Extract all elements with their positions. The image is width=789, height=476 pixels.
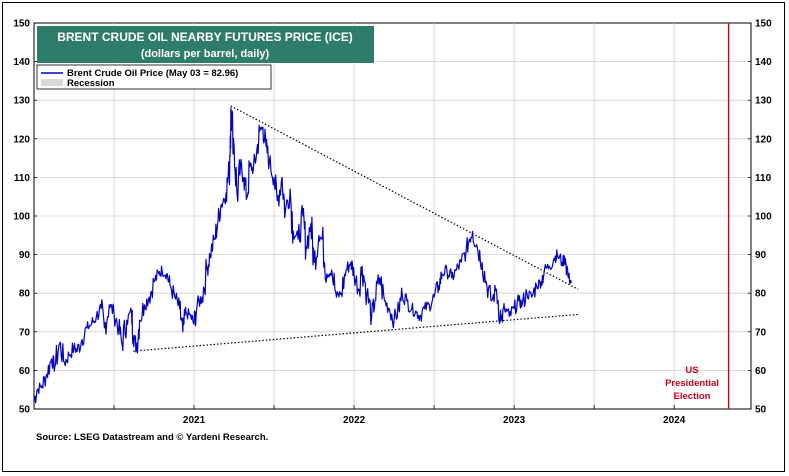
y-tick-left-50: 50: [19, 405, 31, 416]
trendlines: [133, 105, 579, 352]
y-tick-right-110: 110: [755, 173, 772, 184]
x-axis-ticks: 2021 2022 2023 2024: [183, 415, 686, 426]
y-tick-right-50: 50: [755, 405, 767, 416]
y-tick-left-120: 120: [13, 134, 30, 145]
annotation-line-2: Presidential: [665, 378, 719, 389]
y-tick-left-100: 100: [13, 212, 30, 223]
y-tick-right-70: 70: [755, 327, 767, 338]
x-tick-2021: 2021: [183, 415, 206, 426]
y-tick-right-100: 100: [755, 212, 772, 223]
x-tick-2022: 2022: [343, 415, 366, 426]
y-axis-right-ticks: 50 60 70 80 90 100 110 120 130 140 150: [748, 19, 772, 416]
y-tick-right-60: 60: [755, 366, 767, 377]
y-tick-left-150: 150: [13, 19, 30, 30]
source-note: Source: LSEG Datastream and © Yardeni Re…: [36, 432, 268, 443]
series-line-0: [33, 107, 573, 404]
series-group: [33, 107, 573, 404]
chart-title: BRENT CRUDE OIL NEARBY FUTURES PRICE (IC…: [57, 30, 353, 44]
legend-recession-swatch: [41, 79, 63, 86]
y-tick-left-60: 60: [19, 366, 31, 377]
legend-label-brent: Brent Crude Oil Price (May 03 = 82.96): [67, 68, 238, 79]
y-tick-left-140: 140: [13, 57, 30, 68]
y-tick-right-140: 140: [755, 57, 772, 68]
y-tick-right-90: 90: [755, 250, 767, 261]
trendline-lower: [133, 313, 579, 352]
title-box: [37, 26, 374, 63]
y-tick-left-90: 90: [19, 250, 31, 261]
annotation-line-3: Election: [674, 391, 711, 402]
x-tick-2024: 2024: [663, 415, 686, 426]
y-tick-right-120: 120: [755, 134, 772, 145]
y-tick-right-150: 150: [755, 19, 772, 30]
y-tick-right-80: 80: [755, 289, 767, 300]
y-tick-right-130: 130: [755, 96, 772, 107]
y-tick-left-110: 110: [14, 173, 31, 184]
legend-box: [36, 64, 272, 90]
trendline-upper: [230, 105, 579, 290]
y-tick-left-70: 70: [19, 327, 31, 338]
legend-label-recession: Recession: [67, 78, 115, 89]
chart-subtitle: (dollars per barrel, daily): [141, 48, 270, 60]
y-axis-left-ticks: 50 60 70 80 90 100 110 120 130 140 150: [13, 19, 37, 416]
y-tick-left-130: 130: [13, 96, 30, 107]
x-tick-2023: 2023: [503, 415, 526, 426]
annotation-line-1: US: [685, 365, 698, 376]
y-tick-left-80: 80: [19, 289, 31, 300]
